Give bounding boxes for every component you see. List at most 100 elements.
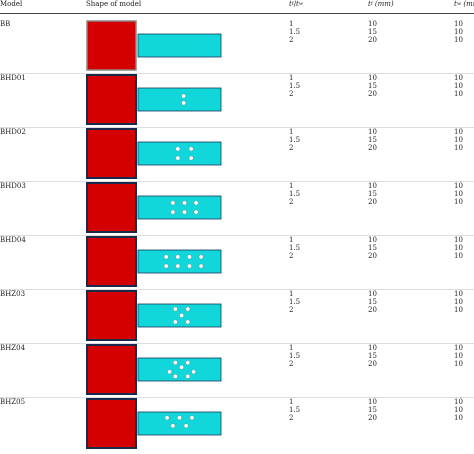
cell-value: 20 — [368, 252, 377, 260]
cell-value: 1.5 — [289, 136, 301, 144]
tw-values: 10 10 10 — [454, 236, 463, 260]
ratio-values: 1 1.5 2 — [289, 236, 300, 260]
cell-value: 10 — [368, 344, 377, 352]
web-hole — [185, 319, 191, 325]
row-divider — [0, 73, 474, 74]
cell-value: 1.5 — [289, 406, 301, 414]
beam-section — [137, 249, 222, 274]
cell-value: 1 — [289, 236, 294, 244]
web-hole — [187, 263, 192, 269]
header-tw: tw (mm) — [454, 0, 474, 8]
ratio-values: 1 1.5 2 — [289, 128, 300, 152]
cell-value: 1.5 — [289, 28, 301, 36]
web-hole — [182, 209, 187, 215]
web-hole — [175, 146, 181, 152]
cell-value: 1.5 — [289, 352, 301, 360]
cell-value: 20 — [368, 144, 377, 152]
cell-value: 20 — [368, 90, 377, 98]
cell-value: 10 — [454, 406, 463, 414]
cell-value: 2 — [289, 306, 294, 314]
tf-values: 10 15 20 — [368, 74, 377, 98]
cell-value: 10 — [454, 360, 463, 368]
ratio-values: 1 1.5 2 — [289, 74, 300, 98]
cell-value: 10 — [368, 236, 377, 244]
column-section — [86, 344, 137, 395]
table-row: BHZ03 1 1.5 2 10 15 20 10 10 10 — [0, 290, 474, 344]
model-name: BB — [0, 20, 11, 28]
model-name: BHZ03 — [0, 290, 26, 298]
header-shape: Shape of model — [86, 0, 142, 8]
cell-value: 10 — [454, 244, 463, 252]
tw-values: 10 10 10 — [454, 344, 463, 368]
tf-values: 10 15 20 — [368, 20, 377, 44]
tf-values: 10 15 20 — [368, 128, 377, 152]
model-name: BHZ04 — [0, 344, 26, 352]
row-divider — [0, 289, 474, 290]
cell-value: 2 — [289, 144, 294, 152]
web-hole — [170, 423, 176, 429]
web-hole — [179, 364, 184, 370]
cell-value: 1 — [289, 128, 294, 136]
tf-values: 10 15 20 — [368, 182, 377, 206]
table-header: Model Shape of model tf/tw tf (mm) tw (m… — [0, 0, 474, 12]
cell-value: 1 — [289, 290, 294, 298]
web-hole — [188, 155, 194, 161]
web-hole — [193, 209, 199, 215]
cell-value: 15 — [368, 28, 377, 36]
cell-value: 1.5 — [289, 190, 301, 198]
cell-value: 10 — [368, 398, 377, 406]
cell-value: 10 — [454, 190, 463, 198]
cell-value: 10 — [368, 290, 377, 298]
cell-value: 10 — [454, 352, 463, 360]
model-shape-diagram — [86, 74, 226, 126]
web-hole — [187, 254, 192, 260]
web-hole — [181, 100, 186, 106]
cell-value: 10 — [368, 182, 377, 190]
row-divider — [0, 235, 474, 236]
web-hole — [175, 254, 181, 260]
cell-value: 20 — [368, 198, 377, 206]
cell-value: 2 — [289, 198, 294, 206]
tw-values: 10 10 10 — [454, 74, 463, 98]
cell-value: 20 — [368, 36, 377, 44]
cell-value: 2 — [289, 360, 294, 368]
ratio-values: 1 1.5 2 — [289, 398, 300, 422]
web-hole — [173, 306, 178, 312]
cell-value: 10 — [368, 74, 377, 82]
web-hole — [173, 319, 178, 325]
table-row: BHD03 1 1.5 2 10 15 20 10 10 10 — [0, 182, 474, 236]
cell-value: 10 — [454, 28, 463, 36]
cell-value: 10 — [454, 298, 463, 306]
model-name: BHD02 — [0, 128, 26, 136]
beam-section — [137, 195, 222, 220]
cell-value: 1.5 — [289, 244, 301, 252]
web-hole — [177, 415, 182, 421]
cell-value: 20 — [368, 360, 377, 368]
cell-value: 10 — [454, 74, 463, 82]
model-shape-diagram — [86, 236, 226, 288]
web-hole — [183, 423, 189, 429]
tw-values: 10 10 10 — [454, 128, 463, 152]
cell-value: 1.5 — [289, 82, 301, 90]
cell-value: 1 — [289, 344, 294, 352]
column-section — [86, 74, 137, 125]
beam-section — [137, 33, 222, 58]
cell-value: 2 — [289, 414, 294, 422]
cell-value: 10 — [454, 90, 463, 98]
ratio-values: 1 1.5 2 — [289, 290, 300, 314]
web-hole — [198, 254, 204, 260]
web-hole — [175, 155, 181, 161]
web-hole — [175, 263, 181, 269]
web-hole — [167, 369, 172, 375]
cell-value: 10 — [454, 82, 463, 90]
cell-value: 10 — [454, 414, 463, 422]
cell-value: 10 — [454, 252, 463, 260]
table-row: BB 1 1.5 2 10 15 20 10 10 10 — [0, 20, 474, 74]
tw-values: 10 10 10 — [454, 398, 463, 422]
web-hole — [193, 200, 199, 206]
model-shape-diagram — [86, 20, 226, 72]
header-divider — [0, 13, 474, 14]
web-hole — [163, 254, 169, 260]
beam-section — [137, 141, 222, 166]
tw-values: 10 10 10 — [454, 182, 463, 206]
